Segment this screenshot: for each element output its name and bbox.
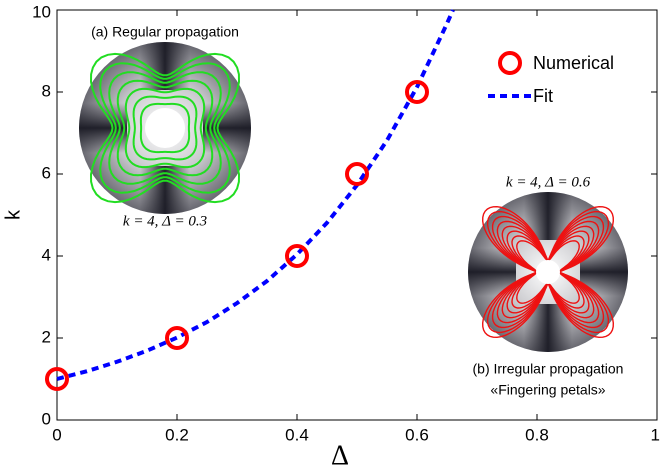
inset-hole — [536, 260, 560, 284]
x-tick-label: 0.2 — [165, 425, 189, 444]
y-tick-label: 10 — [32, 2, 51, 21]
data-point — [345, 162, 369, 186]
y-tick-label: 0 — [42, 409, 51, 428]
legend-marker — [498, 51, 522, 75]
x-tick-label: 0.8 — [525, 425, 549, 444]
data-point — [285, 244, 309, 268]
data-point — [45, 367, 69, 391]
annotation: (a) Regular propagation — [91, 24, 239, 40]
x-tick-label: 0.6 — [405, 425, 429, 444]
contour — [124, 87, 206, 169]
contour — [116, 79, 214, 177]
inset-contours — [89, 52, 241, 204]
contour — [99, 62, 231, 194]
contour — [89, 52, 241, 204]
contour — [132, 95, 198, 161]
annotation: k = 4, Δ = 0.3 — [123, 213, 207, 229]
y-tick-label: 4 — [42, 245, 51, 264]
contour — [139, 102, 191, 154]
y-tick-label: 2 — [42, 327, 51, 346]
inset-a — [79, 42, 251, 214]
y-tick-label: 6 — [42, 163, 51, 182]
inset-hole — [145, 108, 185, 148]
x-tick-label: 0.4 — [285, 425, 309, 444]
y-axis-label: k — [2, 209, 24, 220]
legend-label: Fit — [533, 86, 553, 106]
annotation: (b) Irregular propagation — [473, 361, 624, 377]
inset-b — [468, 192, 628, 352]
y-tick-label: 8 — [42, 81, 51, 100]
data-point — [165, 326, 189, 350]
x-tick-label: 1 — [651, 425, 660, 444]
annotation: k = 4, Δ = 0.6 — [506, 174, 591, 190]
fit-line — [56, 9, 455, 381]
x-tick-label: 0 — [52, 425, 61, 444]
contour — [108, 71, 222, 185]
plot-frame — [56, 9, 658, 421]
data-point — [405, 80, 429, 104]
annotation: «Fingering petals» — [490, 382, 605, 398]
x-axis-label: Δ — [331, 440, 349, 471]
legend-label: Numerical — [533, 53, 614, 73]
